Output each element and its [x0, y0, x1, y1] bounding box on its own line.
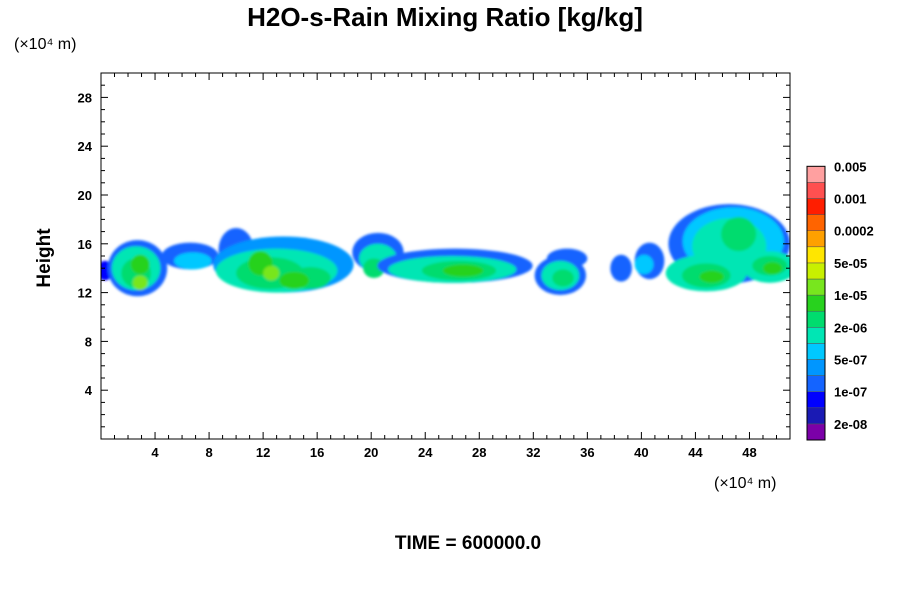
x-tick-label: 8: [205, 445, 212, 460]
colorbar-swatch-16: [806, 166, 826, 183]
colorbar-swatch-11: [806, 246, 826, 264]
colorbar-legend: 2e-08 1e-07 5e-07 2e-06 1e-05 5e-05 0.0002 0.00…: [806, 159, 874, 441]
x-tick-label: 32: [526, 445, 540, 460]
colorbar-label: 5e-07: [834, 353, 867, 368]
contour-cell-29: [634, 254, 654, 275]
contour-cell-39: [762, 262, 782, 275]
colorbar-swatch-15: [806, 182, 826, 199]
y-tick-label: 16: [78, 237, 92, 252]
contour-cell-26: [552, 269, 574, 287]
contour-cell-5: [132, 275, 148, 291]
colorbar-label: 5e-05: [834, 256, 867, 271]
colorbar-label: 0.005: [834, 159, 867, 174]
x-tick-label: 44: [688, 445, 703, 460]
x-tick-label: 40: [634, 445, 648, 460]
y-tick-label: 8: [85, 334, 92, 349]
y-axis: 4 8 12 16 20 24 28: [78, 84, 790, 428]
contour-cell-36: [699, 270, 724, 283]
colorbar-frame: [806, 165, 826, 441]
contour-cell-27: [610, 254, 632, 282]
x-tick-label: 48: [742, 445, 756, 460]
contour-cell-7: [173, 252, 212, 270]
colorbar-swatch-0: [806, 423, 826, 441]
y-axis-label: Height: [34, 228, 55, 288]
y-tick-label: 12: [78, 286, 92, 301]
colorbar-swatch-14: [806, 198, 826, 215]
colorbar-label: 2e-08: [834, 417, 867, 432]
colorbar-swatch-12: [806, 230, 826, 248]
x-tick-label: 24: [418, 445, 433, 460]
contour-fields: [101, 204, 790, 297]
contour-cell-15: [263, 265, 280, 281]
colorbar-label: 2e-06: [834, 320, 867, 335]
colorbar-swatch-6: [806, 327, 826, 344]
y-tick-label: 20: [78, 188, 92, 203]
colorbar-swatch-2: [806, 391, 826, 409]
colorbar-label: 0.001: [834, 192, 867, 207]
colorbar-label: 1e-07: [834, 385, 867, 400]
x-axis: 4 8 12 16 20 24 28 32 36 40 44 48: [114, 73, 777, 460]
contour-cell-33: [721, 216, 757, 252]
colorbar-swatch-1: [806, 407, 826, 425]
colorbar-swatch-9: [806, 278, 826, 296]
colorbar-swatch-13: [806, 214, 826, 231]
colorbar-label: 1e-05: [834, 288, 867, 303]
contour-cell-22: [442, 264, 484, 277]
x-tick-label: 28: [472, 445, 486, 460]
y-tick-label: 4: [85, 383, 93, 398]
contour-cell-14: [279, 271, 310, 289]
x-tick-label: 36: [580, 445, 594, 460]
time-label: TIME = 600000.0: [395, 533, 541, 554]
colorbar-swatch-10: [806, 262, 826, 280]
colorbar-swatch-7: [806, 310, 826, 328]
contour-cell-4: [130, 254, 150, 275]
y-unit-label: (×10⁴ m): [14, 36, 76, 53]
x-tick-label: 4: [151, 445, 159, 460]
colorbar-swatch-8: [806, 294, 826, 312]
colorbar-swatch-5: [806, 343, 826, 360]
colorbar-swatch-3: [806, 375, 826, 392]
colorbar-label: 0.0002: [834, 224, 874, 239]
x-tick-label: 12: [256, 445, 270, 460]
y-tick-label: 28: [78, 90, 92, 105]
x-unit-label: (×10⁴ m): [714, 475, 776, 492]
x-tick-label: 20: [364, 445, 378, 460]
chart-title: H2O-s-Rain Mixing Ratio [kg/kg]: [247, 2, 643, 32]
y-tick-label: 24: [78, 139, 93, 154]
x-tick-label: 16: [310, 445, 324, 460]
colorbar-swatch-4: [806, 359, 826, 376]
